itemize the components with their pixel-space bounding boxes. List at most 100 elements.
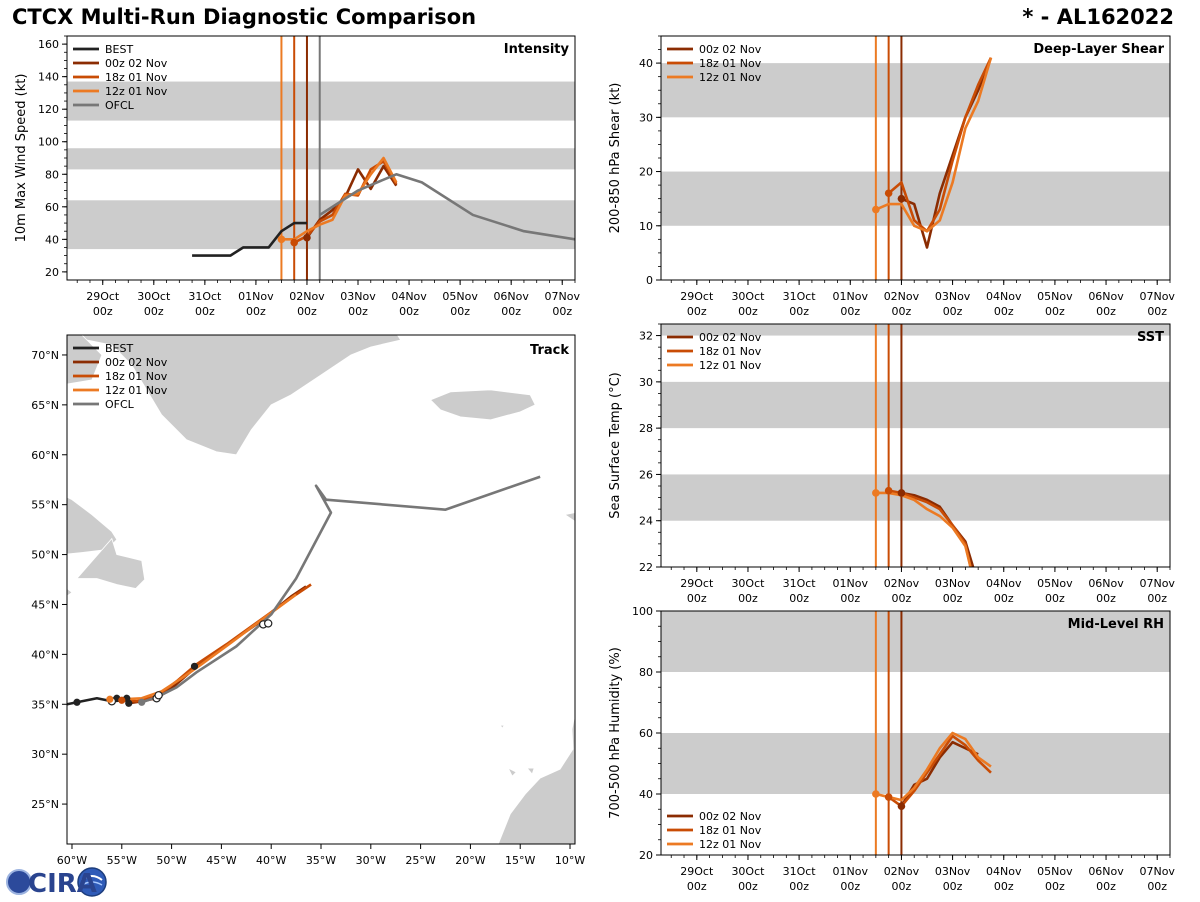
x-tick-label: 30Oct — [731, 865, 765, 878]
y-tick-label: 60 — [45, 201, 59, 214]
x-tick-label: 02Nov — [289, 290, 325, 303]
x-tick-label-hour: 00z — [1096, 592, 1116, 605]
labrador-land — [67, 496, 118, 555]
init-marker — [872, 489, 880, 497]
y-tick-label: 160 — [38, 38, 59, 51]
lat-tick-label: 30°N — [31, 748, 59, 761]
series-line-12z-01-nov — [875, 57, 993, 233]
y-tick-label: 80 — [639, 666, 653, 679]
x-tick-label-hour: 00z — [552, 305, 572, 318]
x-tick-label-hour: 00z — [687, 880, 707, 893]
lon-tick-label: 45°W — [206, 854, 236, 867]
x-tick-label-hour: 00z — [348, 305, 368, 318]
panel-label: Deep-Layer Shear — [1033, 42, 1164, 57]
legend-label: OFCL — [105, 398, 135, 411]
panel-label: Intensity — [504, 42, 570, 57]
x-tick-label: 29Oct — [680, 577, 714, 590]
x-tick-label-hour: 00z — [1045, 592, 1065, 605]
track-position-marker — [73, 698, 81, 706]
series-line-12z-01-nov — [875, 731, 992, 802]
y-tick-label: 20 — [639, 166, 653, 179]
x-tick-label-hour: 00z — [450, 305, 470, 318]
y-tick-label: 22 — [639, 561, 653, 574]
y-tick-label: 30 — [639, 111, 653, 124]
x-tick-label-hour: 00z — [399, 305, 419, 318]
x-tick-label: 06Nov — [493, 290, 529, 303]
legend-label: BEST — [105, 43, 133, 56]
y-tick-label: 40 — [639, 788, 653, 801]
plot-area — [661, 611, 1170, 855]
x-tick-label: 07Nov — [1139, 290, 1175, 303]
canary-island — [507, 767, 517, 777]
lat-tick-label: 55°N — [31, 499, 59, 512]
series-line-18z-01-nov — [887, 57, 993, 233]
lon-tick-label: 50°W — [156, 854, 186, 867]
legend-label: 00z 02 Nov — [105, 356, 168, 369]
y-tick-label: 30 — [639, 376, 653, 389]
lat-tick-label: 45°N — [31, 598, 59, 611]
y-tick-label: 60 — [639, 727, 653, 740]
x-tick-label: 29Oct — [86, 290, 120, 303]
x-tick-label-hour: 00z — [501, 305, 521, 318]
shaded-band — [661, 324, 1170, 336]
globe-icon — [6, 869, 32, 895]
x-tick-label: 05Nov — [1037, 290, 1073, 303]
x-tick-label: 06Nov — [1088, 290, 1124, 303]
x-tick-label: 03Nov — [340, 290, 376, 303]
x-tick-label-hour: 00z — [789, 592, 809, 605]
legend-label: 12z 01 Nov — [699, 838, 762, 851]
legend-label: 18z 01 Nov — [105, 71, 168, 84]
x-tick-label-hour: 00z — [789, 305, 809, 318]
legend-label: 18z 01 Nov — [105, 370, 168, 383]
track-position-marker — [264, 619, 273, 628]
legend-label: 00z 02 Nov — [699, 331, 762, 344]
x-tick-label: 29Oct — [680, 290, 714, 303]
x-tick-label: 03Nov — [935, 865, 971, 878]
x-tick-label: 07Nov — [1139, 577, 1175, 590]
x-tick-label-hour: 00z — [297, 305, 317, 318]
x-tick-label-hour: 00z — [840, 592, 860, 605]
lon-tick-label: 30°W — [356, 854, 386, 867]
x-tick-label: 29Oct — [680, 865, 714, 878]
lon-tick-label: 25°W — [405, 854, 435, 867]
init-marker — [290, 238, 298, 247]
x-tick-label: 04Nov — [986, 577, 1022, 590]
morocco-land — [574, 695, 575, 710]
y-tick-label: 80 — [45, 168, 59, 181]
x-tick-label: 31Oct — [783, 290, 817, 303]
legend-label: BEST — [105, 342, 133, 355]
panel-track: 60°W 55°W 50°W 45°W 40°W 35°W 30°W 25°W 20°W 15°W… — [31, 334, 585, 867]
map-area — [67, 335, 575, 844]
x-tick-label: 30Oct — [137, 290, 171, 303]
x-tick-label-hour: 00z — [1147, 592, 1167, 605]
x-tick-label: 06Nov — [1088, 577, 1124, 590]
x-tick-label: 02Nov — [884, 290, 920, 303]
nova-scotia-land — [67, 587, 73, 597]
track-position-marker — [106, 695, 114, 703]
series-line-ofcl — [319, 172, 575, 241]
init-marker — [277, 235, 286, 244]
y-tick-label: 32 — [639, 330, 653, 343]
x-tick-label-hour: 00z — [144, 305, 164, 318]
x-tick-label-hour: 00z — [738, 880, 758, 893]
x-tick-label-hour: 00z — [994, 592, 1014, 605]
lon-tick-label: 15°W — [505, 854, 535, 867]
x-tick-label: 04Nov — [391, 290, 427, 303]
panel-rh: 20 40 60 80 100 29Oct 00z 30Oct 00z 31Oct 00z 01Nov… — [608, 605, 1175, 893]
x-tick-label-hour: 00z — [943, 592, 963, 605]
cira-logo: CIRA — [4, 866, 108, 899]
figure-title: CTCX Multi-Run Diagnostic Comparison — [12, 5, 477, 29]
x-tick-label: 01Nov — [833, 290, 869, 303]
lon-tick-label: 20°W — [455, 854, 485, 867]
y-tick-label: 40 — [45, 233, 59, 246]
y-tick-label: 40 — [639, 57, 653, 70]
x-tick-label: 05Nov — [442, 290, 478, 303]
shaded-band — [67, 148, 575, 170]
y-tick-label: 140 — [38, 71, 59, 84]
lon-tick-label: 55°W — [107, 854, 137, 867]
series-line-12z-01-nov — [875, 491, 972, 567]
lat-tick-label: 25°N — [31, 798, 59, 811]
axes-frame — [660, 323, 1171, 568]
x-tick-label: 30Oct — [731, 577, 765, 590]
